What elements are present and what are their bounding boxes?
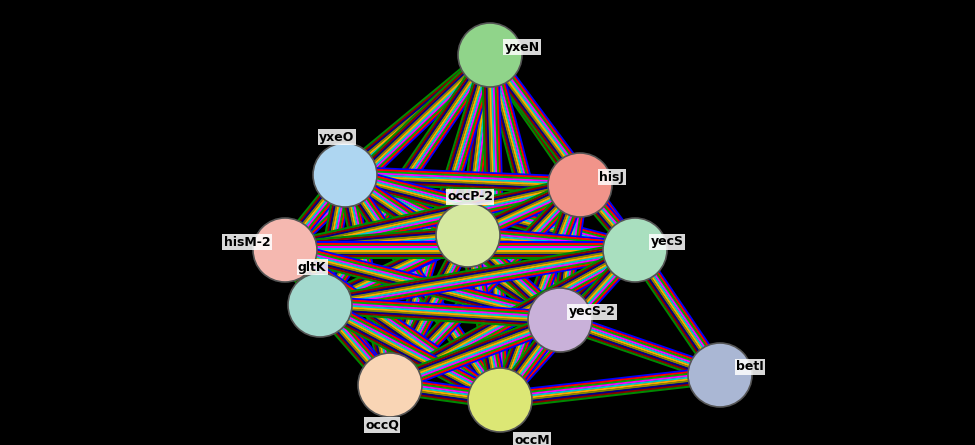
Circle shape <box>548 153 612 217</box>
Circle shape <box>358 353 422 417</box>
Text: hisM-2: hisM-2 <box>223 235 270 248</box>
Text: occQ: occQ <box>365 418 399 432</box>
Text: occM: occM <box>514 433 550 445</box>
Text: yecS: yecS <box>650 235 683 248</box>
Circle shape <box>288 273 352 337</box>
Text: occP-2: occP-2 <box>447 190 493 203</box>
Text: gltK: gltK <box>297 260 327 274</box>
Text: yxeO: yxeO <box>320 130 355 143</box>
Circle shape <box>468 368 532 432</box>
Circle shape <box>603 218 667 282</box>
Circle shape <box>528 288 592 352</box>
Text: hisJ: hisJ <box>600 170 625 183</box>
Circle shape <box>458 23 522 87</box>
Circle shape <box>313 143 377 207</box>
Text: betI: betI <box>736 360 763 373</box>
Text: yecS-2: yecS-2 <box>568 306 615 319</box>
Circle shape <box>253 218 317 282</box>
Circle shape <box>436 203 500 267</box>
Text: yxeN: yxeN <box>504 40 539 53</box>
Circle shape <box>688 343 752 407</box>
